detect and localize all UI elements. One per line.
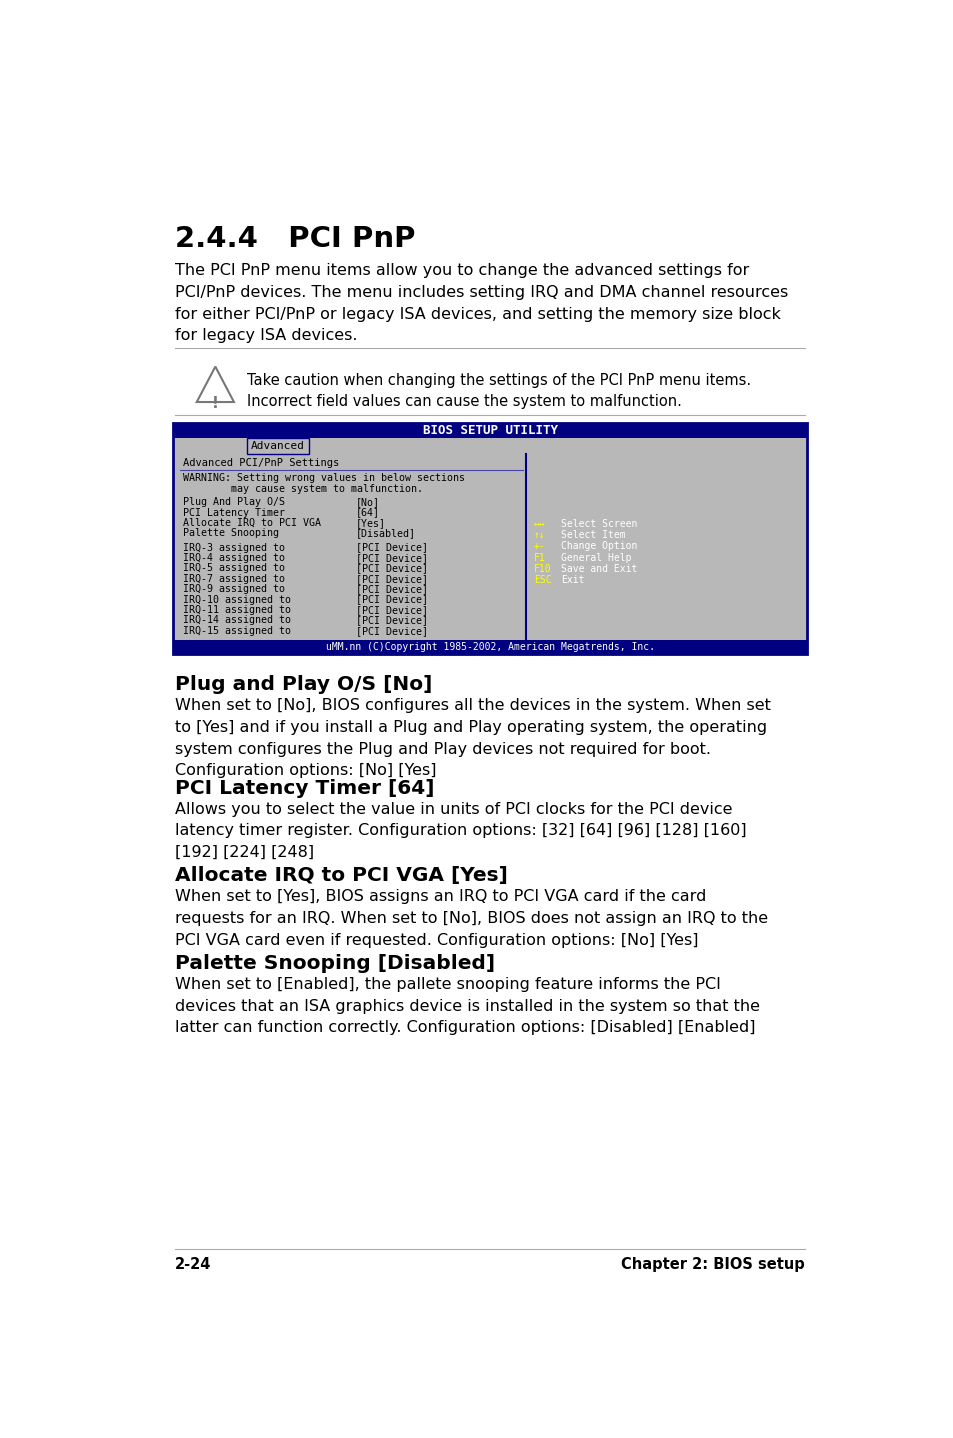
Text: IRQ-5 assigned to: IRQ-5 assigned to xyxy=(183,564,285,574)
Text: When set to [Enabled], the pallete snooping feature informs the PCI
devices that: When set to [Enabled], the pallete snoop… xyxy=(174,978,760,1035)
Text: [PCI Device]: [PCI Device] xyxy=(355,542,427,552)
Bar xyxy=(247,439,309,453)
Text: IRQ-4 assigned to: IRQ-4 assigned to xyxy=(183,554,285,562)
Text: Advanced PCI/PnP Settings: Advanced PCI/PnP Settings xyxy=(183,459,338,469)
Text: Allocate IRQ to PCI VGA [Yes]: Allocate IRQ to PCI VGA [Yes] xyxy=(174,866,507,886)
Text: [PCI Device]: [PCI Device] xyxy=(355,584,427,594)
Text: F1: F1 xyxy=(534,552,545,562)
Text: BIOS SETUP UTILITY: BIOS SETUP UTILITY xyxy=(422,424,557,437)
Text: Select Screen: Select Screen xyxy=(560,519,637,529)
Text: Change Option: Change Option xyxy=(560,541,637,551)
Text: !: ! xyxy=(212,395,218,411)
Text: When set to [Yes], BIOS assigns an IRQ to PCI VGA card if the card
requests for : When set to [Yes], BIOS assigns an IRQ t… xyxy=(174,890,767,948)
Text: Allows you to select the value in units of PCI clocks for the PCI device
latency: Allows you to select the value in units … xyxy=(174,801,746,860)
Text: [No]: [No] xyxy=(355,498,379,508)
Text: IRQ-11 assigned to: IRQ-11 assigned to xyxy=(183,605,291,615)
Text: IRQ-10 assigned to: IRQ-10 assigned to xyxy=(183,594,291,604)
Text: [PCI Device]: [PCI Device] xyxy=(355,554,427,562)
Text: The PCI PnP menu items allow you to change the advanced settings for
PCI/PnP dev: The PCI PnP menu items allow you to chan… xyxy=(174,263,787,344)
Text: [PCI Device]: [PCI Device] xyxy=(355,594,427,604)
Text: IRQ-14 assigned to: IRQ-14 assigned to xyxy=(183,615,291,626)
Text: Allocate IRQ to PCI VGA: Allocate IRQ to PCI VGA xyxy=(183,518,320,528)
Text: Plug And Play O/S: Plug And Play O/S xyxy=(183,498,285,508)
Text: F10: F10 xyxy=(534,564,551,574)
Text: [Yes]: [Yes] xyxy=(355,518,385,528)
Text: IRQ-7 assigned to: IRQ-7 assigned to xyxy=(183,574,285,584)
Text: Save and Exit: Save and Exit xyxy=(560,564,637,574)
Text: [PCI Device]: [PCI Device] xyxy=(355,564,427,574)
Bar xyxy=(173,640,806,654)
Text: General Help: General Help xyxy=(560,552,631,562)
Text: When set to [No], BIOS configures all the devices in the system. When set
to [Ye: When set to [No], BIOS configures all th… xyxy=(174,699,770,778)
Text: IRQ-15 assigned to: IRQ-15 assigned to xyxy=(183,626,291,636)
Text: [PCI Device]: [PCI Device] xyxy=(355,626,427,636)
Text: Palette Snooping: Palette Snooping xyxy=(183,528,278,538)
Text: Select Item: Select Item xyxy=(560,531,625,541)
Text: [PCI Device]: [PCI Device] xyxy=(355,615,427,626)
Bar xyxy=(173,423,806,439)
Text: ↔↔: ↔↔ xyxy=(534,519,545,529)
Text: ESC: ESC xyxy=(534,575,551,585)
Text: PCI Latency Timer [64]: PCI Latency Timer [64] xyxy=(174,778,435,798)
Text: Exit: Exit xyxy=(560,575,584,585)
Text: PCI Latency Timer: PCI Latency Timer xyxy=(183,508,285,518)
Text: Advanced: Advanced xyxy=(251,441,305,452)
Text: +-: +- xyxy=(534,541,545,551)
Bar xyxy=(173,423,806,654)
Text: may cause system to malfunction.: may cause system to malfunction. xyxy=(183,483,422,493)
Text: [PCI Device]: [PCI Device] xyxy=(355,574,427,584)
Text: ↑↓: ↑↓ xyxy=(534,531,545,541)
Text: WARNING: Setting wrong values in below sections: WARNING: Setting wrong values in below s… xyxy=(183,473,464,483)
Text: [64]: [64] xyxy=(355,508,379,518)
Text: [Disabled]: [Disabled] xyxy=(355,528,416,538)
Text: 2-24: 2-24 xyxy=(174,1257,212,1271)
Text: Chapter 2: BIOS setup: Chapter 2: BIOS setup xyxy=(620,1257,804,1271)
Text: [PCI Device]: [PCI Device] xyxy=(355,605,427,615)
Text: uMM.nn (C)Copyright 1985-2002, American Megatrends, Inc.: uMM.nn (C)Copyright 1985-2002, American … xyxy=(325,641,654,651)
Text: IRQ-9 assigned to: IRQ-9 assigned to xyxy=(183,584,285,594)
Text: Plug and Play O/S [No]: Plug and Play O/S [No] xyxy=(174,676,432,695)
Text: Palette Snooping [Disabled]: Palette Snooping [Disabled] xyxy=(174,953,495,974)
Text: 2.4.4   PCI PnP: 2.4.4 PCI PnP xyxy=(174,224,416,253)
Text: IRQ-3 assigned to: IRQ-3 assigned to xyxy=(183,542,285,552)
Text: Take caution when changing the settings of the PCI PnP menu items.
Incorrect fie: Take caution when changing the settings … xyxy=(247,372,750,410)
